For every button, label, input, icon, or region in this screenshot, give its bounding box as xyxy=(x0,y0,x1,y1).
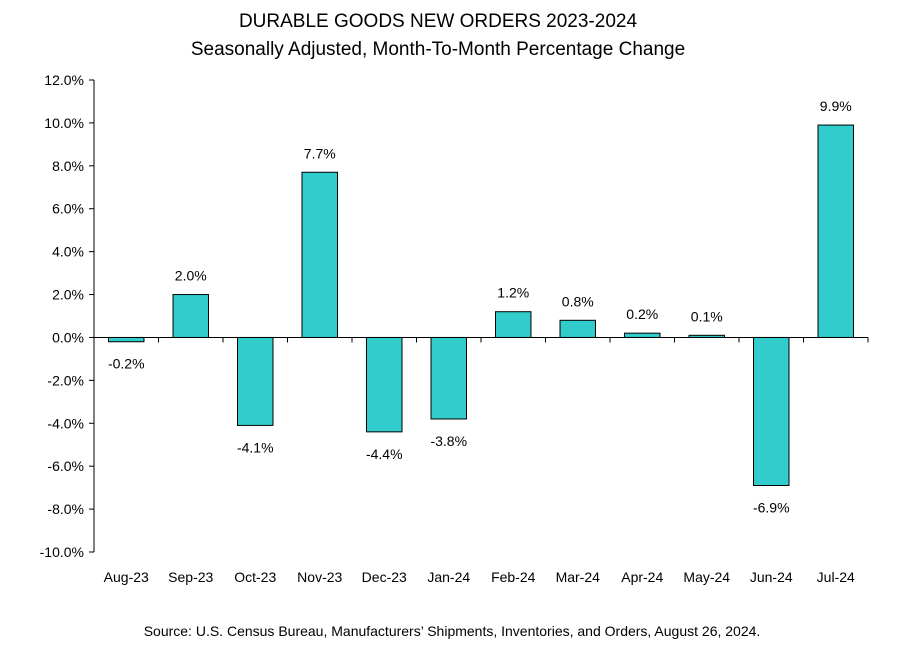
y-tick-label: -10.0% xyxy=(40,544,84,560)
bar-dec-23 xyxy=(366,336,403,433)
data-labels: -0.2% 2.0% -4.1% 7.7% -4.4% -3.8% 1.2% 0.8% 0.2%… xyxy=(108,98,852,515)
bar-sep-23 xyxy=(172,294,209,338)
bar-jan-24 xyxy=(430,336,467,420)
bar-jul-24 xyxy=(817,124,854,338)
x-tick-label-nov-23: Nov-23 xyxy=(297,569,342,585)
data-label-oct-23: -4.1% xyxy=(237,439,274,455)
x-tick-label-jun-24: Jun-24 xyxy=(750,569,793,585)
y-tick-label: -2.0% xyxy=(47,372,84,388)
x-tick-label-sep-23: Sep-23 xyxy=(168,569,213,585)
x-tick-label-jul-24: Jul-24 xyxy=(817,569,855,585)
data-label-jan-24: -3.8% xyxy=(430,433,467,449)
y-axis: 12.0% 10.0% 8.0% 6.0% 4.0% 2.0% 0.0% -2.0% -4.0%… xyxy=(40,72,95,560)
data-label-aug-23: -0.2% xyxy=(108,356,145,372)
y-tick-label: -8.0% xyxy=(47,501,84,517)
bar-jun-24 xyxy=(753,336,790,486)
data-label-apr-24: 0.2% xyxy=(626,306,658,322)
bar-apr-24 xyxy=(624,332,661,338)
y-tick-label: 2.0% xyxy=(52,287,84,303)
x-tick-label-may-24: May-24 xyxy=(683,569,730,585)
y-tick-label: 4.0% xyxy=(52,244,84,260)
x-tick-label-mar-24: Mar-24 xyxy=(556,569,601,585)
x-tick-label-feb-24: Feb-24 xyxy=(491,569,536,585)
x-tick-label-apr-24: Apr-24 xyxy=(621,569,663,585)
chart-subtitle: Seasonally Adjusted, Month-To-Month Perc… xyxy=(191,39,685,60)
data-label-may-24: 0.1% xyxy=(691,308,723,324)
data-label-jul-24: 9.9% xyxy=(820,98,852,114)
y-tick-label: 0.0% xyxy=(52,329,84,345)
source-note: Source: U.S. Census Bureau, Manufacturer… xyxy=(144,623,761,639)
x-tick-label-jan-24: Jan-24 xyxy=(427,569,470,585)
y-tick-label: -6.0% xyxy=(47,458,84,474)
data-label-dec-23: -4.4% xyxy=(366,446,403,462)
data-label-nov-23: 7.7% xyxy=(304,145,336,161)
y-tick-label: 8.0% xyxy=(52,158,84,174)
y-tick-label: 12.0% xyxy=(44,72,84,88)
bar-nov-23 xyxy=(301,171,338,338)
chart-title: DURABLE GOODS NEW ORDERS 2023-2024 xyxy=(239,11,638,32)
bar-feb-24 xyxy=(495,311,532,338)
y-tick-label: -4.0% xyxy=(47,415,84,431)
data-label-mar-24: 0.8% xyxy=(562,293,594,309)
y-tick-label: 6.0% xyxy=(52,201,84,217)
bar-mar-24 xyxy=(559,319,596,338)
bar-oct-23 xyxy=(237,336,274,426)
data-label-jun-24: -6.9% xyxy=(753,499,790,515)
x-axis xyxy=(93,336,869,343)
x-tick-labels: Aug-23 Sep-23 Oct-23 Nov-23 Dec-23 Jan-24 Feb-… xyxy=(104,569,855,585)
bar-aug-23 xyxy=(108,336,145,343)
data-label-sep-23: 2.0% xyxy=(175,268,207,284)
x-tick-label-oct-23: Oct-23 xyxy=(234,569,276,585)
x-tick-label-dec-23: Dec-23 xyxy=(362,569,407,585)
data-label-feb-24: 1.2% xyxy=(497,285,529,301)
bars xyxy=(108,124,854,486)
x-tick-label-aug-23: Aug-23 xyxy=(104,569,149,585)
y-tick-label: 10.0% xyxy=(44,115,84,131)
